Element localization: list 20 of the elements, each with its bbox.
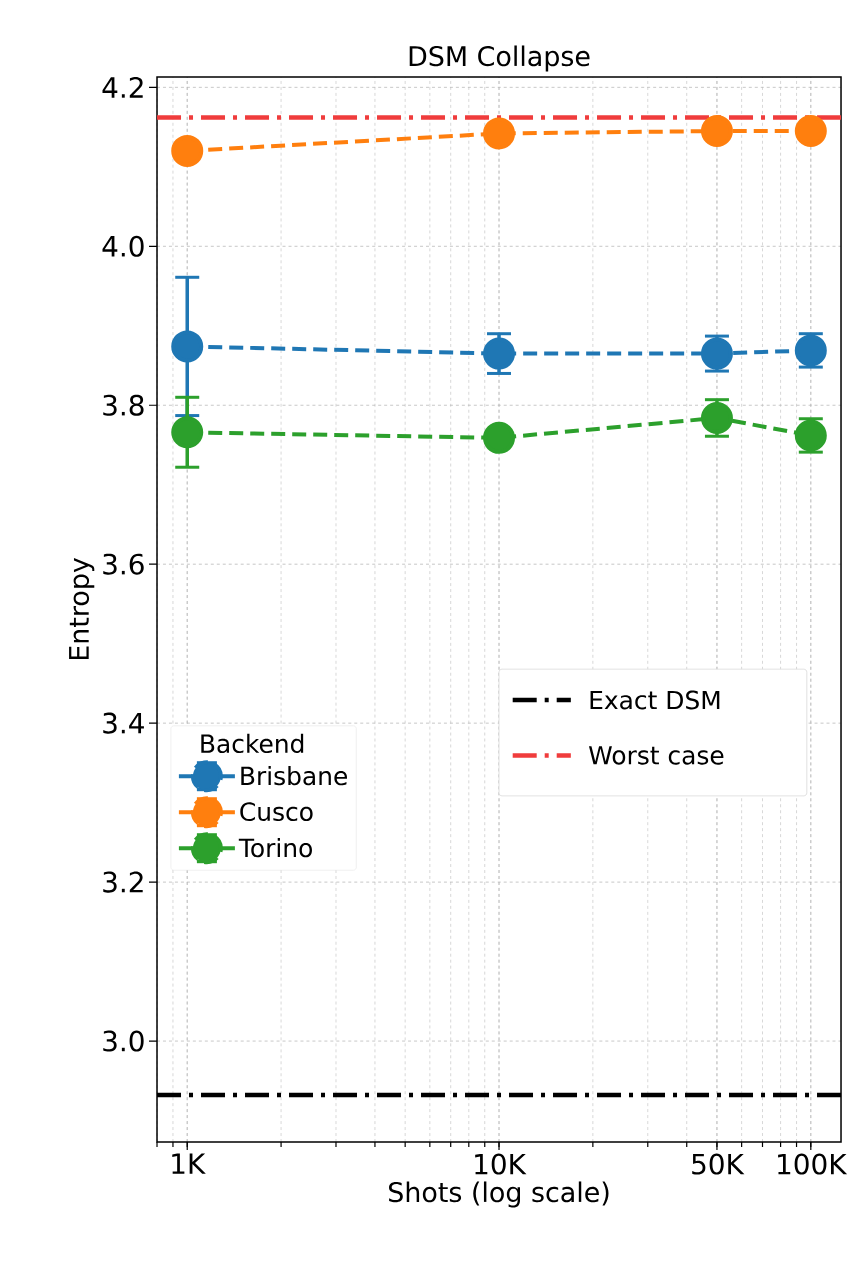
legend-label: Exact DSM xyxy=(590,690,720,710)
x-axis-title: Shots (log scale) xyxy=(389,1181,609,1208)
chart-title: DSM Collapse xyxy=(409,45,590,72)
legend-label: Worst case xyxy=(588,746,724,765)
y-tick-label: 3.0 xyxy=(103,1030,144,1052)
legend-label: Cusco xyxy=(240,802,313,822)
x-tick-label: 10K xyxy=(475,1153,527,1175)
y-tick-label: 3.6 xyxy=(103,553,144,575)
y-tick-label: 4.0 xyxy=(102,235,144,257)
y-tick-label: 3.4 xyxy=(103,712,144,734)
y-tick-label: 4.2 xyxy=(102,76,143,98)
x-tick-label: 50K xyxy=(692,1153,745,1175)
x-tick-label: 1K xyxy=(172,1153,206,1174)
legend-label: Torino xyxy=(238,838,312,858)
legend-label: Brisbane xyxy=(241,766,347,786)
y-tick-label: 3.2 xyxy=(103,871,143,893)
y-tick-label: 3.8 xyxy=(103,394,144,416)
y-axis-title: Entropy xyxy=(69,558,95,660)
x-tick-label: 100K xyxy=(778,1153,848,1175)
legend-title: Backend xyxy=(201,733,304,754)
